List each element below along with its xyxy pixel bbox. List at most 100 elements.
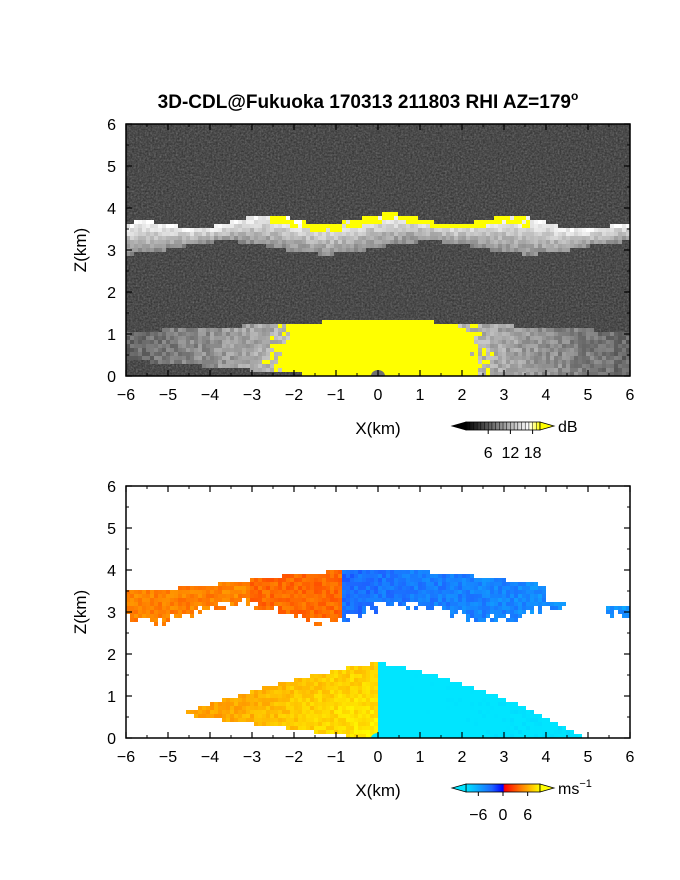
velocity-cell [454, 594, 458, 598]
backscatter-cell [362, 340, 366, 344]
backscatter-cell [486, 240, 490, 244]
velocity-cell [466, 730, 470, 734]
velocity-cell [362, 734, 366, 738]
backscatter-cell [518, 220, 522, 224]
backscatter-cell [246, 328, 250, 332]
velocity-cell [478, 582, 482, 586]
velocity-cell [322, 582, 326, 586]
velocity-cell [490, 610, 494, 614]
velocity-cell [282, 698, 286, 702]
backscatter-cell [518, 248, 522, 252]
backscatter-cell [322, 352, 326, 356]
backscatter-cell [554, 368, 558, 372]
velocity-cell [338, 682, 342, 686]
backscatter-cell [262, 220, 266, 224]
velocity-cell [342, 614, 346, 618]
velocity-cell [406, 722, 410, 726]
backscatter-cell [530, 340, 534, 344]
velocity-cell [374, 606, 378, 610]
backscatter-cell [510, 336, 514, 340]
velocity-cell [494, 726, 498, 730]
velocity-cell [278, 706, 282, 710]
velocity-cell [486, 726, 490, 730]
backscatter-cell [474, 236, 478, 240]
backscatter-cell [494, 220, 498, 224]
backscatter-cell [458, 228, 462, 232]
backscatter-cell [522, 244, 526, 248]
backscatter-cell [226, 224, 230, 228]
velocity-cell [350, 678, 354, 682]
velocity-cell [466, 710, 470, 714]
velocity-cell [406, 570, 410, 574]
backscatter-cell [502, 216, 506, 220]
backscatter-cell [310, 348, 314, 352]
velocity-cell [222, 590, 226, 594]
velocity-cell [254, 710, 258, 714]
backscatter-cell [310, 240, 314, 244]
backscatter-cell [458, 356, 462, 360]
backscatter-cell [246, 236, 250, 240]
backscatter-cell [550, 228, 554, 232]
backscatter-cell [230, 332, 234, 336]
velocity-cell [338, 706, 342, 710]
backscatter-cell [538, 356, 542, 360]
velocity-cell [494, 602, 498, 606]
velocity-cell [290, 722, 294, 726]
backscatter-cell [250, 240, 254, 244]
velocity-cell [134, 606, 138, 610]
velocity-cell [482, 726, 486, 730]
velocity-cell [134, 614, 138, 618]
velocity-cell [502, 578, 506, 582]
velocity-cell [198, 590, 202, 594]
backscatter-cell [518, 356, 522, 360]
backscatter-cell [618, 364, 622, 368]
velocity-cell [482, 694, 486, 698]
backscatter-cell [486, 360, 490, 364]
y-tick-label: 0 [107, 731, 116, 748]
backscatter-cell [602, 232, 606, 236]
velocity-cell [394, 582, 398, 586]
backscatter-cell [538, 224, 542, 228]
backscatter-cell [442, 364, 446, 368]
backscatter-cell [494, 368, 498, 372]
velocity-cell [566, 730, 570, 734]
velocity-cell [394, 678, 398, 682]
velocity-cell [282, 602, 286, 606]
backscatter-cell [142, 336, 146, 340]
backscatter-cell [582, 348, 586, 352]
velocity-cell [366, 734, 370, 738]
backscatter-cell [498, 232, 502, 236]
backscatter-cell [438, 228, 442, 232]
velocity-cell [478, 726, 482, 730]
backscatter-cell [622, 236, 626, 240]
velocity-cell [254, 590, 258, 594]
velocity-cell [398, 666, 402, 670]
velocity-cell [226, 594, 230, 598]
velocity-cell [306, 698, 310, 702]
backscatter-cell [206, 344, 210, 348]
backscatter-cell [386, 372, 390, 376]
backscatter-cell [606, 340, 610, 344]
backscatter-cell [578, 244, 582, 248]
backscatter-cell [210, 240, 214, 244]
backscatter-cell [378, 240, 382, 244]
velocity-cell [462, 714, 466, 718]
velocity-cell [526, 714, 530, 718]
backscatter-cell [442, 332, 446, 336]
velocity-cell [218, 714, 222, 718]
backscatter-cell [322, 240, 326, 244]
velocity-cell [270, 722, 274, 726]
backscatter-cell [386, 228, 390, 232]
backscatter-cell [278, 244, 282, 248]
velocity-cell [386, 718, 390, 722]
backscatter-cell [578, 344, 582, 348]
backscatter-cell [378, 232, 382, 236]
velocity-cell [430, 686, 434, 690]
backscatter-cell [310, 324, 314, 328]
velocity-cell [294, 678, 298, 682]
velocity-cell [222, 594, 226, 598]
backscatter-cell [530, 248, 534, 252]
velocity-cell [478, 586, 482, 590]
backscatter-cell [238, 340, 242, 344]
backscatter-cell [610, 372, 614, 376]
